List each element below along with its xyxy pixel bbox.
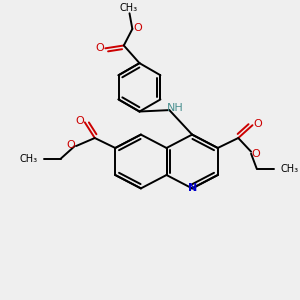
Text: CH₃: CH₃ xyxy=(20,154,38,164)
Text: CH₃: CH₃ xyxy=(119,3,137,13)
Text: O: O xyxy=(133,23,142,33)
Text: O: O xyxy=(75,116,84,126)
Text: O: O xyxy=(67,140,76,150)
Text: O: O xyxy=(253,119,262,129)
Text: NH: NH xyxy=(167,103,184,113)
Text: O: O xyxy=(252,149,261,159)
Text: O: O xyxy=(96,43,105,53)
Text: CH₃: CH₃ xyxy=(280,164,298,174)
Text: N: N xyxy=(188,183,197,194)
